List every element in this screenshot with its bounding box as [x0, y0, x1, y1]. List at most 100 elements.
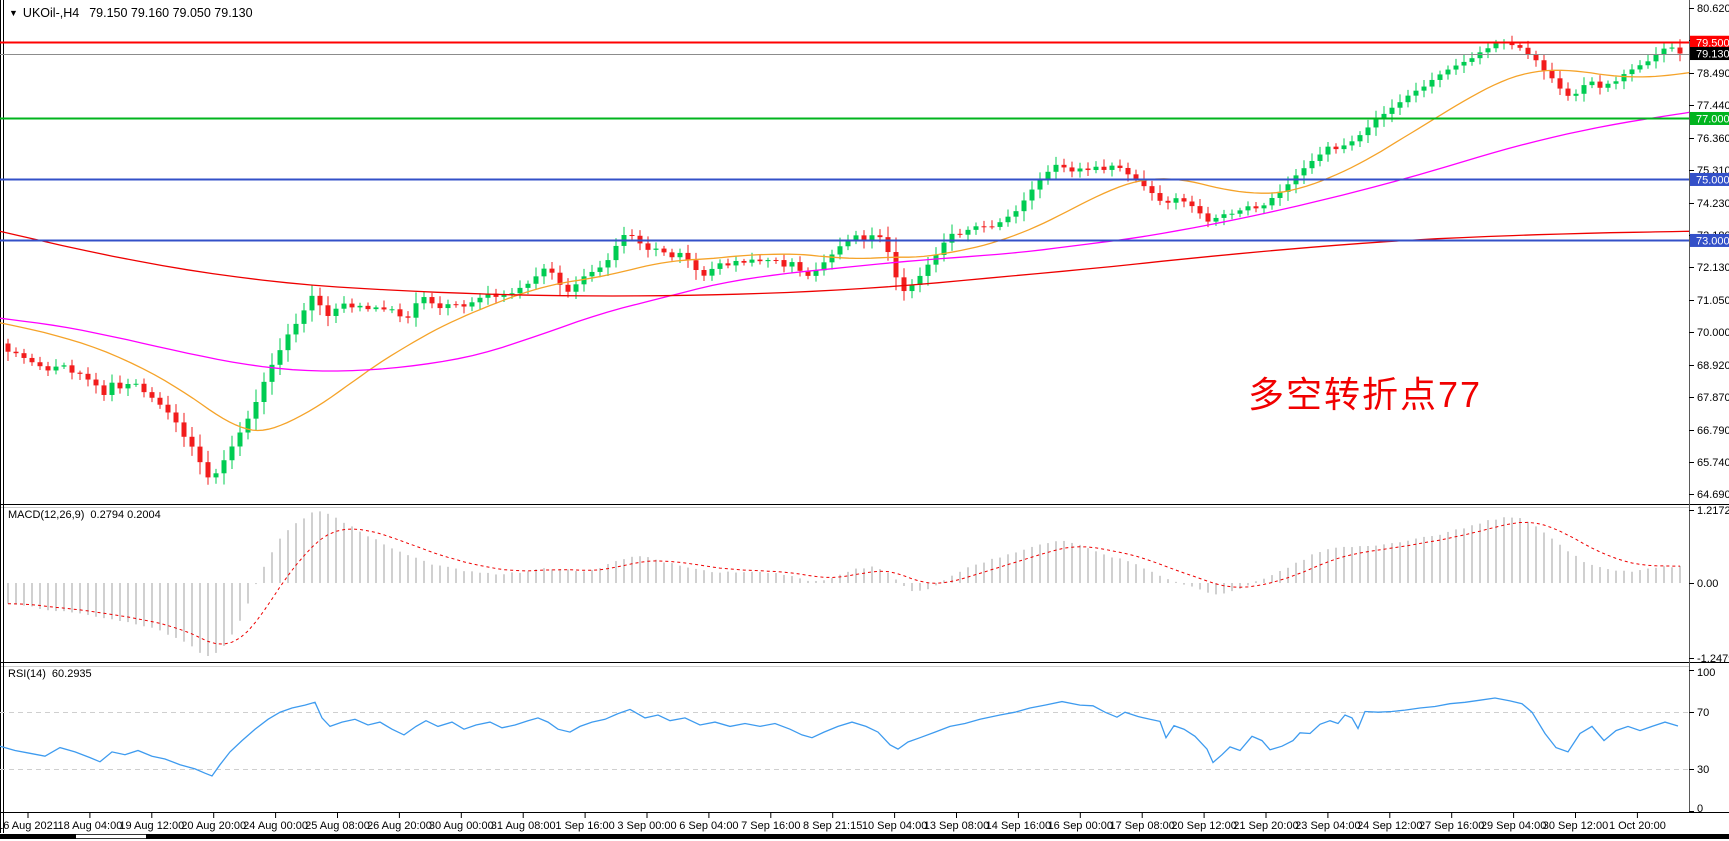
scrollbar-gap[interactable] [76, 834, 146, 839]
svg-text:77.000: 77.000 [1696, 113, 1729, 125]
candle-body [789, 262, 795, 267]
candle-body [1101, 166, 1107, 170]
time-axis-label: 3 Sep 00:00 [617, 820, 676, 832]
svg-text:0: 0 [1697, 803, 1703, 815]
candle-body [29, 357, 35, 363]
time-axis-label: 10 Sep 04:00 [862, 820, 927, 832]
candle-body [845, 240, 851, 247]
candle-body [781, 260, 787, 267]
candle-body [813, 270, 819, 276]
candle-body [1269, 197, 1275, 206]
price-marker [1690, 172, 1729, 186]
time-axis-label: 16 Aug 2021 [0, 820, 59, 832]
macd-panel: 1.2172 0.00 -1.2479 [7, 505, 1729, 665]
candle-body [1213, 217, 1219, 222]
candle-body [557, 272, 563, 285]
time-axis-label: 23 Sep 04:00 [1295, 820, 1360, 832]
candle-body [229, 446, 235, 461]
candle-body [189, 436, 195, 447]
candle-body [1589, 81, 1595, 86]
candle-body [1469, 58, 1475, 62]
candle-body [1413, 90, 1419, 96]
candle-body [1397, 102, 1403, 108]
candle-body [981, 226, 987, 228]
time-axis-label: 1 Oct 20:00 [1609, 820, 1666, 832]
candle-body [1149, 186, 1155, 194]
candle-body [717, 263, 723, 269]
candle-body [205, 462, 211, 478]
candle-body [269, 364, 275, 382]
svg-text:30: 30 [1697, 764, 1709, 776]
candle-body [365, 305, 371, 310]
svg-text:1.2172: 1.2172 [1697, 505, 1729, 517]
svg-text:70.000: 70.000 [1697, 327, 1729, 339]
price-scale[interactable]: 80.62079.56078.49077.44076.36075.31074.2… [1689, 3, 1729, 501]
candle-body [197, 446, 203, 463]
candle-body [1141, 179, 1147, 187]
candle-body [1453, 65, 1459, 70]
candle-body [661, 248, 667, 253]
candle-body [1069, 167, 1075, 172]
candle-body [317, 295, 323, 306]
candle-body [13, 351, 19, 354]
candle-body [477, 297, 483, 303]
candle-body [293, 323, 299, 335]
candle-body [861, 235, 867, 242]
candle-body [1333, 146, 1339, 150]
candle-body [1637, 65, 1643, 70]
macd-indicator-label: MACD(12,26,9) 0.2794 0.2004 [8, 509, 161, 521]
time-axis-label: 20 Aug 20:00 [181, 820, 246, 832]
candle-body [61, 365, 67, 367]
chevron-down-icon[interactable]: ▼ [9, 8, 18, 18]
svg-text:71.050: 71.050 [1697, 295, 1729, 307]
candle-body [277, 350, 283, 365]
candle-body [965, 229, 971, 235]
candle-body [461, 304, 467, 307]
svg-text:77.440: 77.440 [1697, 100, 1729, 112]
candle-body [285, 334, 291, 351]
candle-body [1621, 74, 1627, 82]
candle-body [1013, 211, 1019, 217]
candle-body [1557, 78, 1563, 89]
candle-body [797, 262, 803, 271]
candle-body [701, 270, 707, 276]
candle-body [69, 365, 75, 373]
svg-text:65.740: 65.740 [1697, 457, 1729, 469]
candle-body [693, 260, 699, 271]
macd-histogram [7, 511, 1681, 657]
candle-body [53, 366, 59, 371]
rsi-panel: 100 70 30 0 [0, 667, 1715, 815]
candle-body [1477, 52, 1483, 59]
rsi-line [0, 697, 1679, 777]
candle-body [21, 353, 27, 358]
candle-body [1389, 107, 1395, 114]
time-axis-label: 30 Sep 12:00 [1543, 820, 1608, 832]
candle-body [149, 392, 155, 398]
candle-body [173, 412, 179, 423]
candle-body [1029, 189, 1035, 201]
macd-signal-line [7, 521, 1680, 645]
time-axis-label: 31 Aug 08:00 [491, 820, 556, 832]
candle-body [1005, 216, 1011, 223]
svg-text:74.230: 74.230 [1697, 198, 1729, 210]
svg-text:78.490: 78.490 [1697, 68, 1729, 80]
time-axis-label: 18 Aug 04:00 [57, 820, 122, 832]
candle-body [725, 263, 731, 266]
candle-body [469, 302, 475, 307]
candle-body [629, 235, 635, 237]
candle-body [917, 275, 923, 285]
candle-body [1581, 85, 1587, 94]
candle-body [589, 271, 595, 277]
candle-body [405, 316, 411, 318]
candle-body [253, 401, 259, 419]
ma-line-fast [0, 69, 1690, 432]
candle-body [77, 372, 83, 374]
candle-body [1349, 141, 1355, 146]
time-axis-label: 21 Sep 20:00 [1233, 820, 1298, 832]
candle-body [1085, 168, 1091, 171]
candle-body [349, 303, 355, 308]
horizontal-scrollbar[interactable] [0, 834, 1729, 839]
